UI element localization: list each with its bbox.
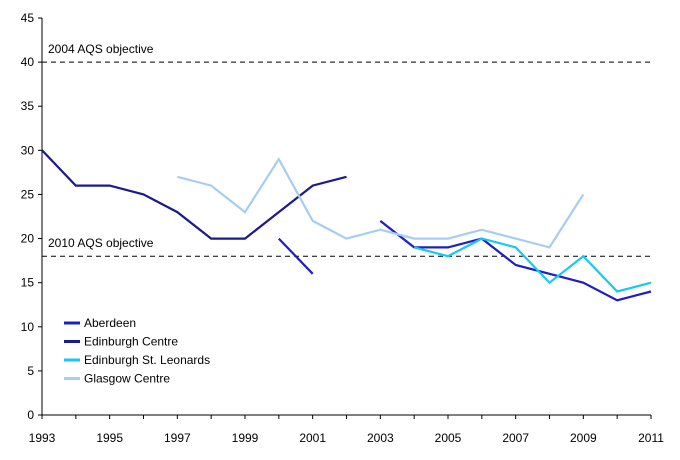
legend: Aberdeen Edinburgh Centre Edinburgh St. Le… xyxy=(64,316,210,386)
x-tick-label: 1999 xyxy=(232,431,259,445)
x-tick-label: 2007 xyxy=(502,431,529,445)
y-tick-label: 15 xyxy=(21,276,35,290)
series-line-edinburgh-centre xyxy=(41,149,347,240)
series-line-aberdeen xyxy=(278,237,314,275)
y-tick-label: 35 xyxy=(21,99,35,113)
x-tick-label: 2009 xyxy=(570,431,597,445)
series-line-glasgow-centre xyxy=(177,157,585,249)
series-line-aberdeen xyxy=(379,220,652,302)
x-tick-label: 1997 xyxy=(164,431,191,445)
x-tick-label: 1993 xyxy=(29,431,56,445)
y-tick-label: 0 xyxy=(27,408,34,422)
x-tick-label: 2003 xyxy=(367,431,394,445)
x-tick-label: 1995 xyxy=(96,431,123,445)
y-tick-label: 10 xyxy=(21,320,35,334)
series-line-edinburgh-st-leonards xyxy=(413,237,652,293)
y-tick-label: 5 xyxy=(27,364,34,378)
y-tick-label: 20 xyxy=(21,232,35,246)
x-tick-label: 2011 xyxy=(638,431,664,445)
reference-line-label: 2004 AQS objective xyxy=(48,42,154,56)
legend-label: Aberdeen xyxy=(84,316,136,330)
y-tick-label: 25 xyxy=(21,187,35,201)
x-tick-label: 2001 xyxy=(299,431,326,445)
x-tick-label: 2005 xyxy=(435,431,462,445)
y-tick-label: 30 xyxy=(21,143,35,157)
reference-line-label: 2010 AQS objective xyxy=(48,236,154,250)
legend-label: Edinburgh Centre xyxy=(84,335,178,349)
y-tick-label: 40 xyxy=(21,55,35,69)
legend-label: Glasgow Centre xyxy=(84,372,170,386)
y-tick-label: 45 xyxy=(21,11,35,25)
legend-label: Edinburgh St. Leonards xyxy=(84,353,210,367)
